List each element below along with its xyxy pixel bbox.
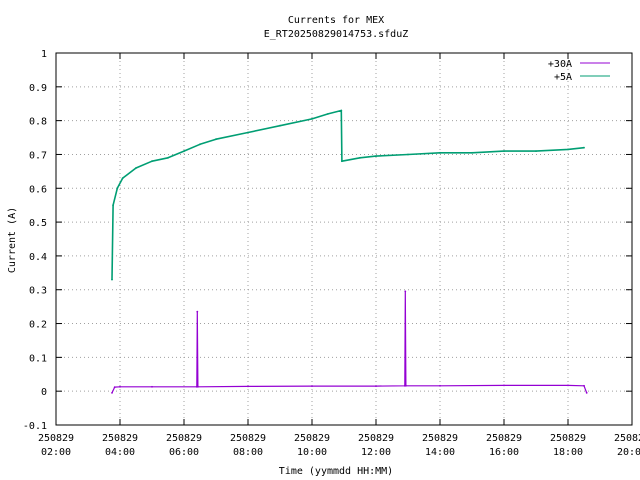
series-point-30a <box>404 290 407 293</box>
y-tick-label: 0.6 <box>29 184 47 195</box>
x-tick-label-time: 04:00 <box>105 447 135 458</box>
series-point-30a <box>113 386 116 388</box>
x-tick-label-time: 06:00 <box>169 447 199 458</box>
series-point-5a <box>439 151 441 154</box>
plot-frame <box>55 52 633 426</box>
y-tick-label: -0.1 <box>23 421 47 432</box>
series-point-30a <box>405 384 407 387</box>
chart-title: Currents for MEX <box>288 15 384 26</box>
legend: +30A +5A <box>548 59 610 83</box>
series-point-30a <box>583 384 585 387</box>
y-tick-label: 0.1 <box>29 353 47 364</box>
y-tick-label: 0.2 <box>29 320 47 331</box>
y-tick-label: 0.7 <box>29 150 47 161</box>
y-tick-label: 1 <box>41 49 47 60</box>
series-point-5a <box>111 278 113 281</box>
x-tick-label-time: 18:00 <box>553 447 583 458</box>
series-point-5a <box>535 150 537 153</box>
series-point-30a <box>439 384 441 387</box>
series-line-5a <box>111 109 585 280</box>
series-point-5a <box>112 204 114 207</box>
x-tick-label-date: 250829 <box>550 433 586 444</box>
series-point-5a <box>327 113 329 115</box>
chart-subtitle: E_RT20250829014753.sfduZ <box>264 29 409 40</box>
series-point-30a <box>567 384 569 387</box>
legend-label-30a: +30A <box>548 59 572 70</box>
series-point-30a <box>197 385 199 388</box>
x-tick-label-time: 20:00 <box>617 447 640 458</box>
y-tick-label: 0.3 <box>29 286 47 297</box>
series-point-30a <box>119 385 121 388</box>
series-point-30a <box>111 392 113 394</box>
legend-label-5a: +5A <box>554 72 572 83</box>
x-tick-label-time: 12:00 <box>361 447 391 458</box>
series-point-5a <box>135 167 137 169</box>
series-point-30a <box>503 384 505 387</box>
series-point-30a <box>151 385 153 388</box>
series-point-5a <box>199 143 201 146</box>
series-point-5a <box>359 156 361 159</box>
series-point-5a <box>407 153 409 156</box>
series-point-5a <box>247 131 249 134</box>
series-point-5a <box>471 151 473 154</box>
series-point-5a <box>279 124 281 127</box>
x-tick-label-date: 250829 <box>358 433 394 444</box>
series-point-5a <box>340 109 343 112</box>
series-layer <box>111 109 588 394</box>
series-point-5a <box>167 156 169 159</box>
x-tick-label-date: 250829 <box>38 433 74 444</box>
series-point-30a <box>375 385 377 387</box>
y-tick-label: 0.8 <box>29 117 47 128</box>
y-tick-label: 0.9 <box>29 83 47 94</box>
x-tick-label-time: 14:00 <box>425 447 455 458</box>
series-point-5a <box>183 150 185 153</box>
series-line-30a <box>111 290 588 394</box>
x-tick-label-time: 02:00 <box>41 447 71 458</box>
series-point-5a <box>375 155 377 158</box>
series-point-5a <box>151 160 153 163</box>
series-point-30a <box>311 385 313 387</box>
x-axis-label: Time (yymmdd HH:MM) <box>279 466 393 477</box>
y-tick-label: 0 <box>41 387 47 398</box>
grid <box>56 53 632 425</box>
y-axis-label: Current (A) <box>7 207 18 273</box>
x-tick-label-date: 250829 <box>166 433 202 444</box>
y-tick-label: 0.5 <box>29 218 47 229</box>
x-tick-label-date: 250829 <box>614 433 640 444</box>
x-tick-label-time: 16:00 <box>489 447 519 458</box>
series-point-30a <box>196 310 199 313</box>
x-tick-label-date: 250829 <box>294 433 330 444</box>
series-point-5a <box>583 146 585 149</box>
x-tick-label-time: 08:00 <box>233 447 263 458</box>
x-tick-label-date: 250829 <box>102 433 138 444</box>
series-point-30a <box>247 385 249 388</box>
x-tick-label-time: 10:00 <box>297 447 327 458</box>
axis-ticks: -0.1 0 0.1 0.2 0.3 0.4 0.5 0.6 0.7 0.8 0.9 1 250829 0… <box>23 49 640 458</box>
y-tick-label: 0.4 <box>29 252 47 263</box>
series-point-5a <box>215 138 217 141</box>
x-tick-label-date: 250829 <box>486 433 522 444</box>
series-point-5a <box>121 177 124 180</box>
series-point-5a <box>503 150 505 153</box>
x-tick-label-date: 250829 <box>422 433 458 444</box>
series-point-30a <box>585 392 588 394</box>
series-point-5a <box>567 148 569 151</box>
series-point-5a <box>116 187 119 190</box>
x-tick-label-date: 250829 <box>230 433 266 444</box>
series-point-5a <box>311 118 313 120</box>
series-point-5a <box>341 160 343 163</box>
